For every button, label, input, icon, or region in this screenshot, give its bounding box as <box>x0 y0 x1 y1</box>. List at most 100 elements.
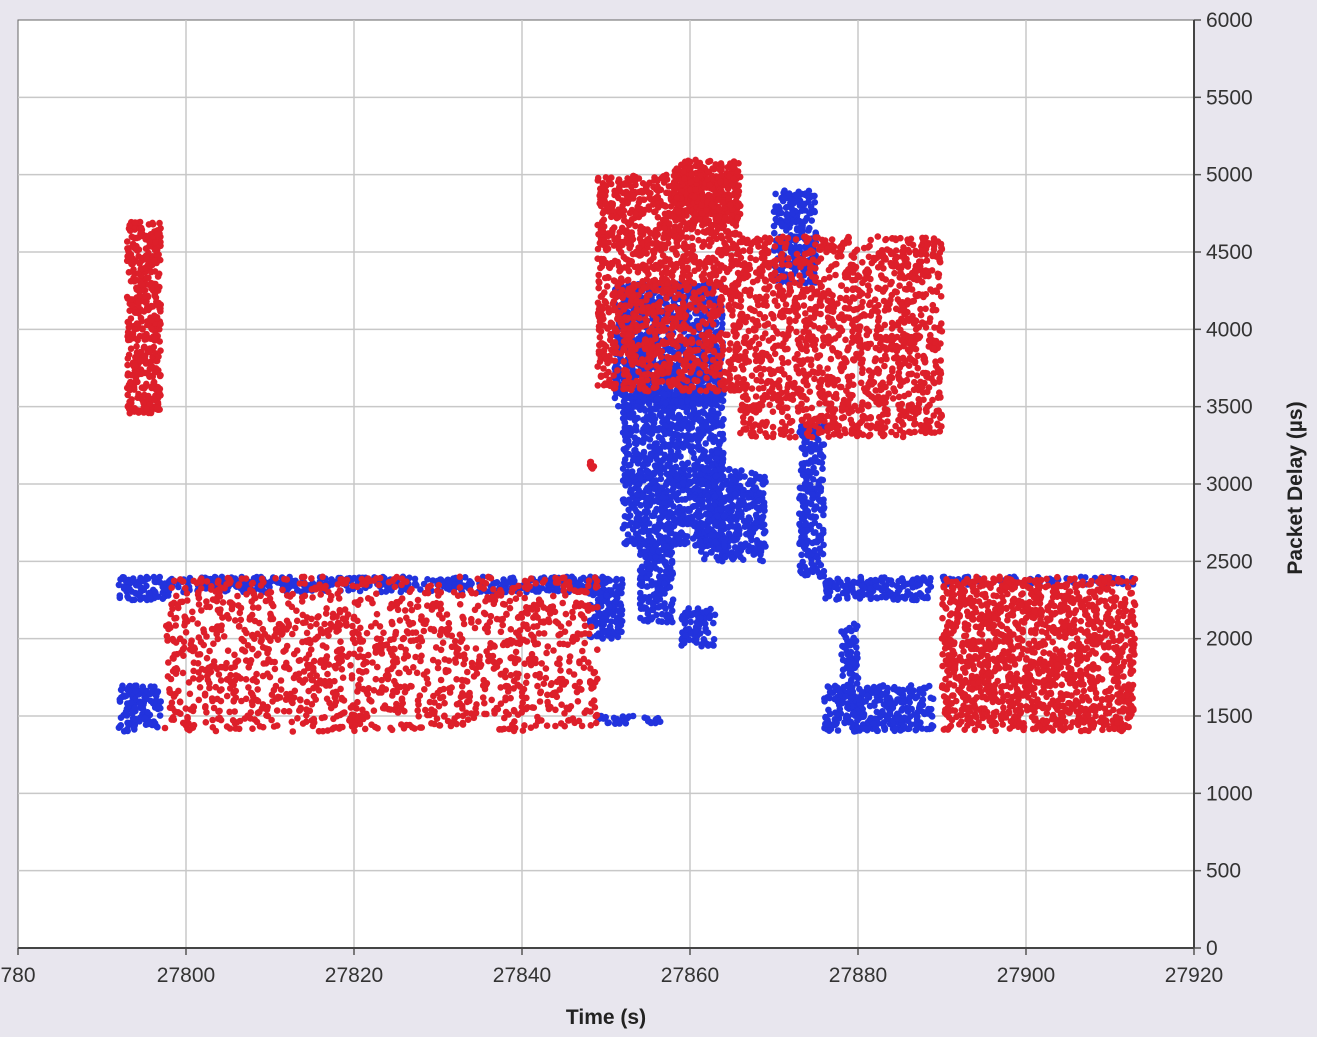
data-point <box>128 301 136 309</box>
data-point <box>681 496 689 503</box>
data-point <box>155 270 163 278</box>
data-point <box>809 458 816 466</box>
data-point <box>135 270 142 277</box>
data-point <box>637 589 644 597</box>
data-point <box>150 573 158 581</box>
data-point <box>793 226 801 234</box>
data-point <box>630 473 638 480</box>
data-point <box>680 638 688 645</box>
data-point <box>892 725 899 732</box>
data-point <box>141 714 149 722</box>
data-point <box>679 616 686 623</box>
data-point <box>746 529 753 536</box>
data-point <box>673 425 681 432</box>
data-point <box>812 538 820 546</box>
data-point <box>647 719 655 727</box>
data-point <box>686 412 694 420</box>
data-point <box>861 725 869 733</box>
data-point <box>847 718 855 726</box>
data-point <box>805 227 812 234</box>
data-point <box>138 230 145 238</box>
data-point <box>231 651 238 659</box>
data-point <box>918 685 926 693</box>
data-point <box>750 551 757 558</box>
data-point <box>802 474 810 481</box>
data-point <box>894 696 901 703</box>
data-point <box>850 709 858 717</box>
data-point <box>318 714 326 722</box>
data-point <box>463 644 471 652</box>
data-point <box>627 461 634 469</box>
data-point <box>817 487 824 495</box>
data-point <box>790 200 797 207</box>
data-point <box>772 215 780 223</box>
data-point <box>822 579 829 587</box>
data-point <box>925 682 933 690</box>
data-point <box>124 252 131 260</box>
data-point <box>652 553 659 561</box>
data-point <box>757 545 764 553</box>
data-point <box>801 521 808 528</box>
data-point <box>757 551 764 558</box>
data-point <box>668 468 675 476</box>
data-point <box>719 451 726 459</box>
data-point <box>783 227 790 234</box>
data-point <box>636 334 644 342</box>
data-point <box>144 709 151 716</box>
data-point <box>666 345 674 353</box>
data-point <box>688 447 695 455</box>
data-point <box>798 539 806 547</box>
data-point <box>136 700 144 708</box>
data-point <box>135 390 142 398</box>
data-point <box>663 478 671 486</box>
data-point <box>131 715 139 723</box>
data-point <box>797 568 804 575</box>
data-point <box>122 692 130 700</box>
data-point <box>858 689 866 696</box>
data-point <box>844 576 851 584</box>
data-point <box>753 513 760 520</box>
data-point <box>736 482 744 490</box>
data-point <box>708 549 715 556</box>
data-point <box>702 625 709 632</box>
data-point <box>603 592 610 599</box>
data-point <box>124 725 131 733</box>
data-point <box>617 602 625 609</box>
data-point <box>125 319 133 327</box>
data-point <box>619 392 627 399</box>
data-point <box>721 481 729 488</box>
data-point <box>717 506 724 513</box>
data-point <box>625 506 632 514</box>
data-point <box>135 409 142 416</box>
data-point <box>718 404 726 411</box>
data-point <box>674 509 682 517</box>
data-point <box>770 222 778 230</box>
data-point <box>137 314 145 322</box>
data-point <box>908 578 915 586</box>
data-point <box>686 507 693 514</box>
data-point <box>792 191 800 199</box>
data-point <box>799 502 807 510</box>
data-point <box>899 577 907 585</box>
data-point <box>695 486 703 494</box>
data-point <box>684 459 692 467</box>
data-point <box>128 260 135 268</box>
data-point <box>822 595 829 602</box>
data-point <box>876 684 883 691</box>
data-point <box>656 718 664 725</box>
data-point <box>658 610 666 618</box>
data-point <box>717 438 724 446</box>
data-point <box>182 584 189 592</box>
data-point <box>665 462 672 469</box>
data-point <box>667 422 675 430</box>
data-point <box>599 573 606 581</box>
data-point <box>837 710 845 717</box>
data-point <box>424 576 431 583</box>
data-point <box>664 442 671 449</box>
data-point <box>154 688 162 695</box>
data-point <box>926 578 933 585</box>
data-point <box>820 529 827 537</box>
data-point <box>815 522 823 530</box>
data-point <box>644 715 651 722</box>
data-point <box>125 351 133 359</box>
